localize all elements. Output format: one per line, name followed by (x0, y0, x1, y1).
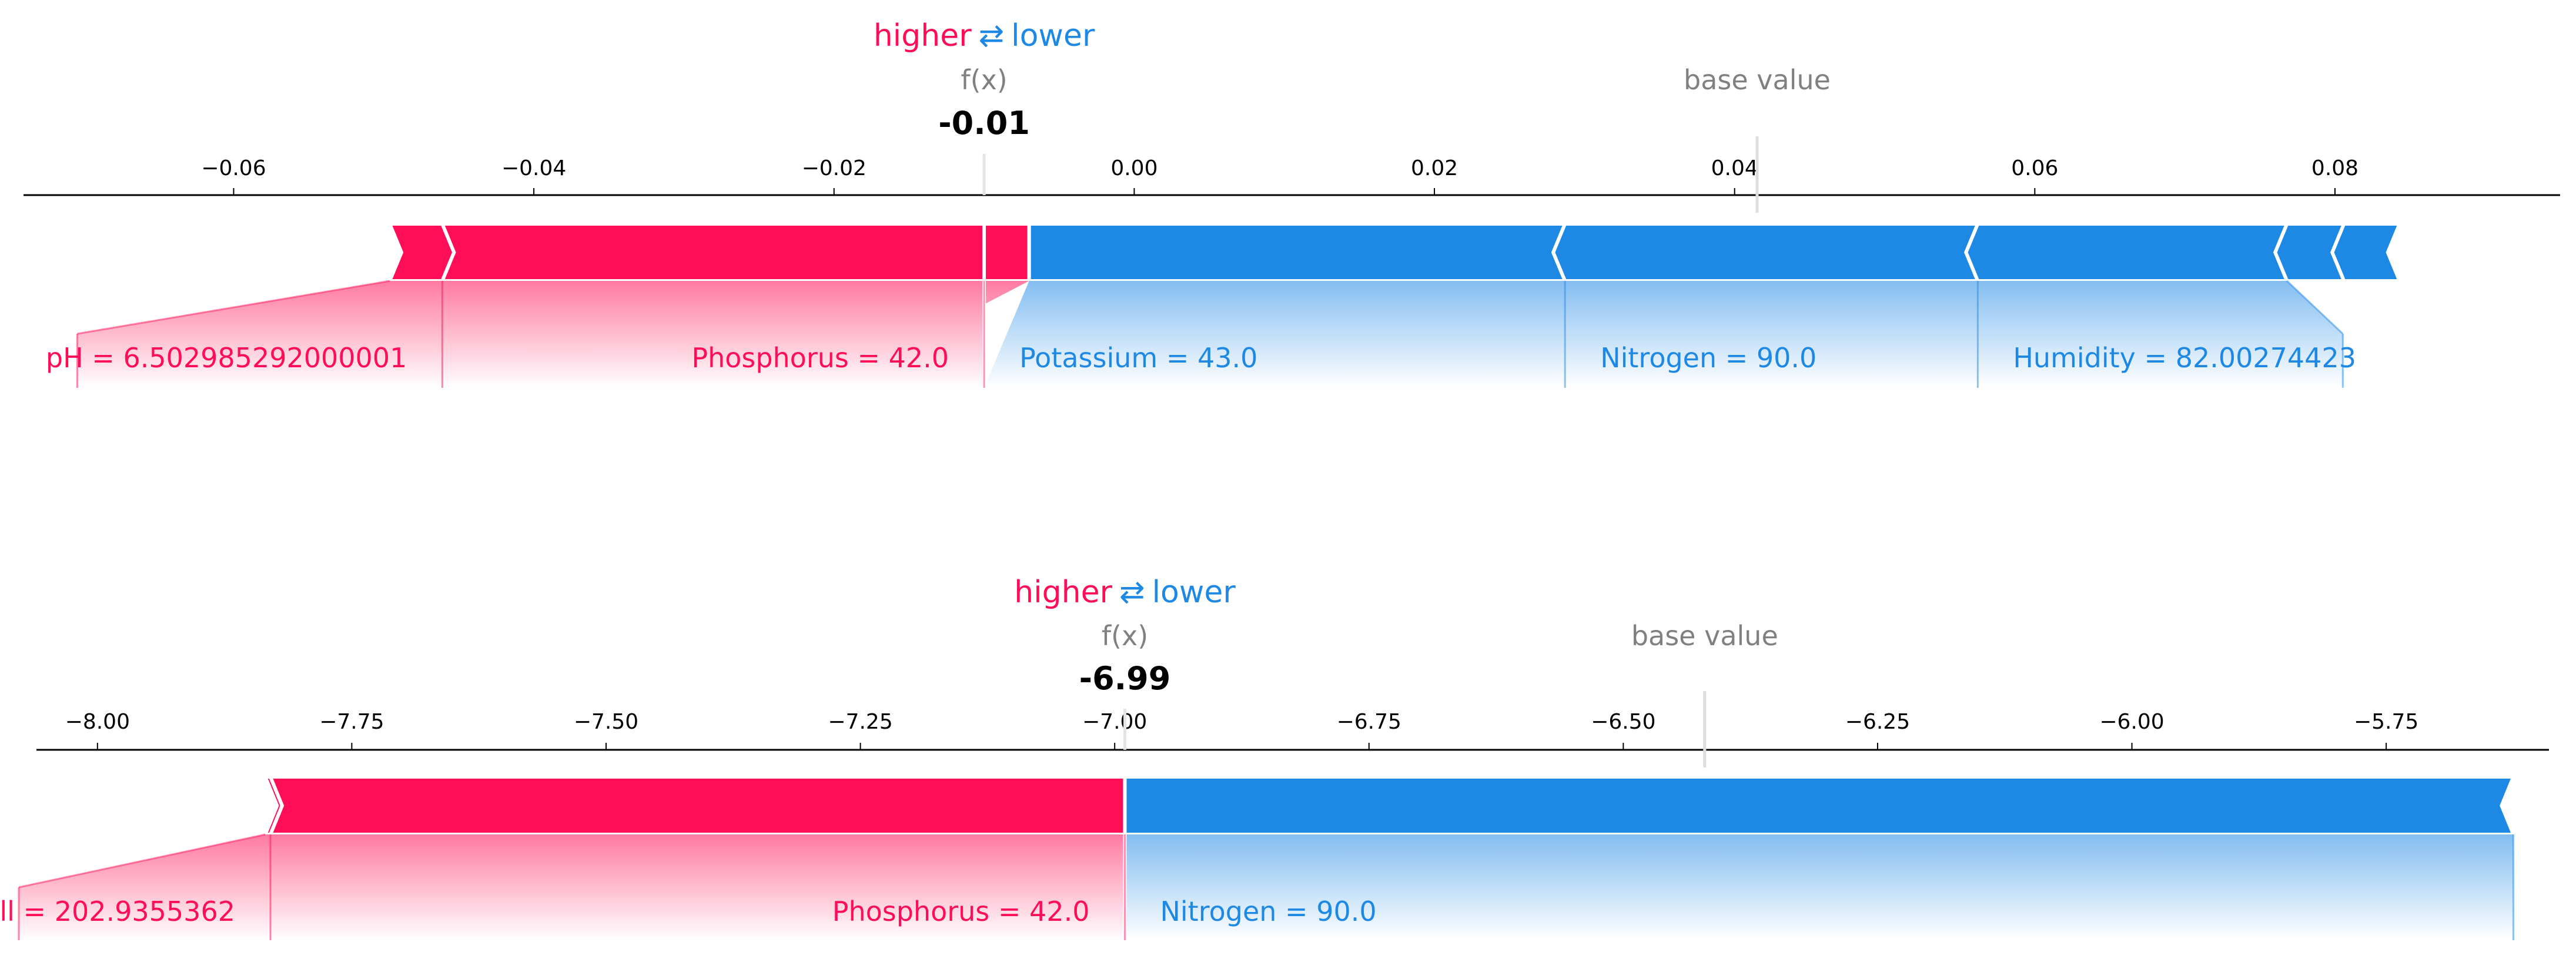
x-tick-label: −8.00 (65, 710, 130, 734)
higher-feature-label: Phosphorus = 42.0 (691, 342, 949, 374)
force-plot-1: −0.06 −0.04 −0.02 0.00 0.02 0.04 0.06 0.08 base … (24, 18, 2560, 388)
x-tick-label: −6.25 (1845, 710, 1910, 734)
lower-segment-bar (1964, 222, 2290, 283)
fx-label: f(x) (961, 64, 1007, 96)
higher-feature-label: Phosphorus = 42.0 (832, 896, 1090, 927)
force-plot-2: −8.00 −7.75 −7.50 −7.25 −7.00 −6.75 −6.50 −6.25… (0, 575, 2549, 940)
legend-arrow-icon: ⇄ (979, 18, 1005, 53)
x-tick-label: −6.50 (1591, 710, 1655, 734)
base-value-label: base value (1684, 64, 1831, 96)
lower-feature-label: Potassium = 43.0 (1019, 342, 1257, 374)
fx-value: -6.99 (1079, 660, 1171, 697)
direction-legend: higher ⇄ lower (874, 18, 1095, 53)
x-tick-label: −0.02 (802, 156, 867, 180)
higher-guide-line (77, 280, 390, 335)
higher-feature-label: pH = 6.502985292000001 (46, 342, 407, 374)
lower-segment-bar (2330, 222, 2403, 283)
x-tick-label: −6.00 (2099, 710, 2164, 734)
higher-segment-fan (270, 834, 1125, 940)
higher-feature-label: Rainfall = 202.9355362 (0, 896, 235, 927)
higher-segment-fan (77, 281, 443, 388)
x-tick-label: −7.75 (319, 710, 384, 734)
x-tick-label: −0.04 (501, 156, 566, 180)
legend-lower-label: lower (1011, 18, 1095, 53)
direction-legend: higher ⇄ lower (1014, 575, 1236, 610)
x-tick-label: −7.00 (1082, 710, 1147, 734)
x-tick-label: 0.00 (1110, 156, 1157, 180)
fx-label: f(x) (1102, 620, 1148, 652)
higher-segment-fan (442, 281, 1029, 388)
lower-feature-label: Humidity = 82.00274423 (2013, 342, 2356, 374)
x-tick-label: 0.08 (2311, 156, 2358, 180)
lower-segment-fan (1565, 281, 1978, 388)
legend-higher-label: higher (1014, 575, 1112, 610)
lower-segment-bar (1123, 775, 2516, 836)
lower-feature-label: Nitrogen = 90.0 (1160, 896, 1376, 927)
x-tick-label: −7.50 (574, 710, 638, 734)
lower-feature-label: Nitrogen = 90.0 (1600, 342, 1816, 374)
x-tick-label: −5.75 (2354, 710, 2418, 734)
base-value-label: base value (1631, 620, 1778, 652)
lower-segment-bar (1551, 222, 1980, 283)
lower-segment-fan (984, 281, 1565, 388)
higher-guide-line (18, 833, 266, 889)
x-tick-label: 0.04 (1711, 156, 1758, 180)
legend-arrow-icon: ⇄ (1119, 575, 1145, 610)
x-tick-label: −6.75 (1337, 710, 1401, 734)
higher-segment-bar (439, 222, 1031, 283)
legend-lower-label: lower (1152, 575, 1236, 610)
legend-higher-label: higher (874, 18, 972, 53)
higher-segment-bar (267, 775, 1127, 836)
x-tick-label: −7.25 (828, 710, 892, 734)
lower-segment-bar (1027, 222, 1568, 283)
lower-segment-fan (1978, 281, 2343, 388)
x-tick-label: 0.06 (2011, 156, 2058, 180)
x-tick-label: 0.02 (1411, 156, 1458, 180)
higher-segment-fan (19, 834, 270, 940)
lower-segment-fan (1125, 834, 2514, 940)
fx-value: -0.01 (938, 105, 1030, 142)
lower-guide-line (2286, 280, 2344, 335)
x-tick-label: −0.06 (201, 156, 266, 180)
